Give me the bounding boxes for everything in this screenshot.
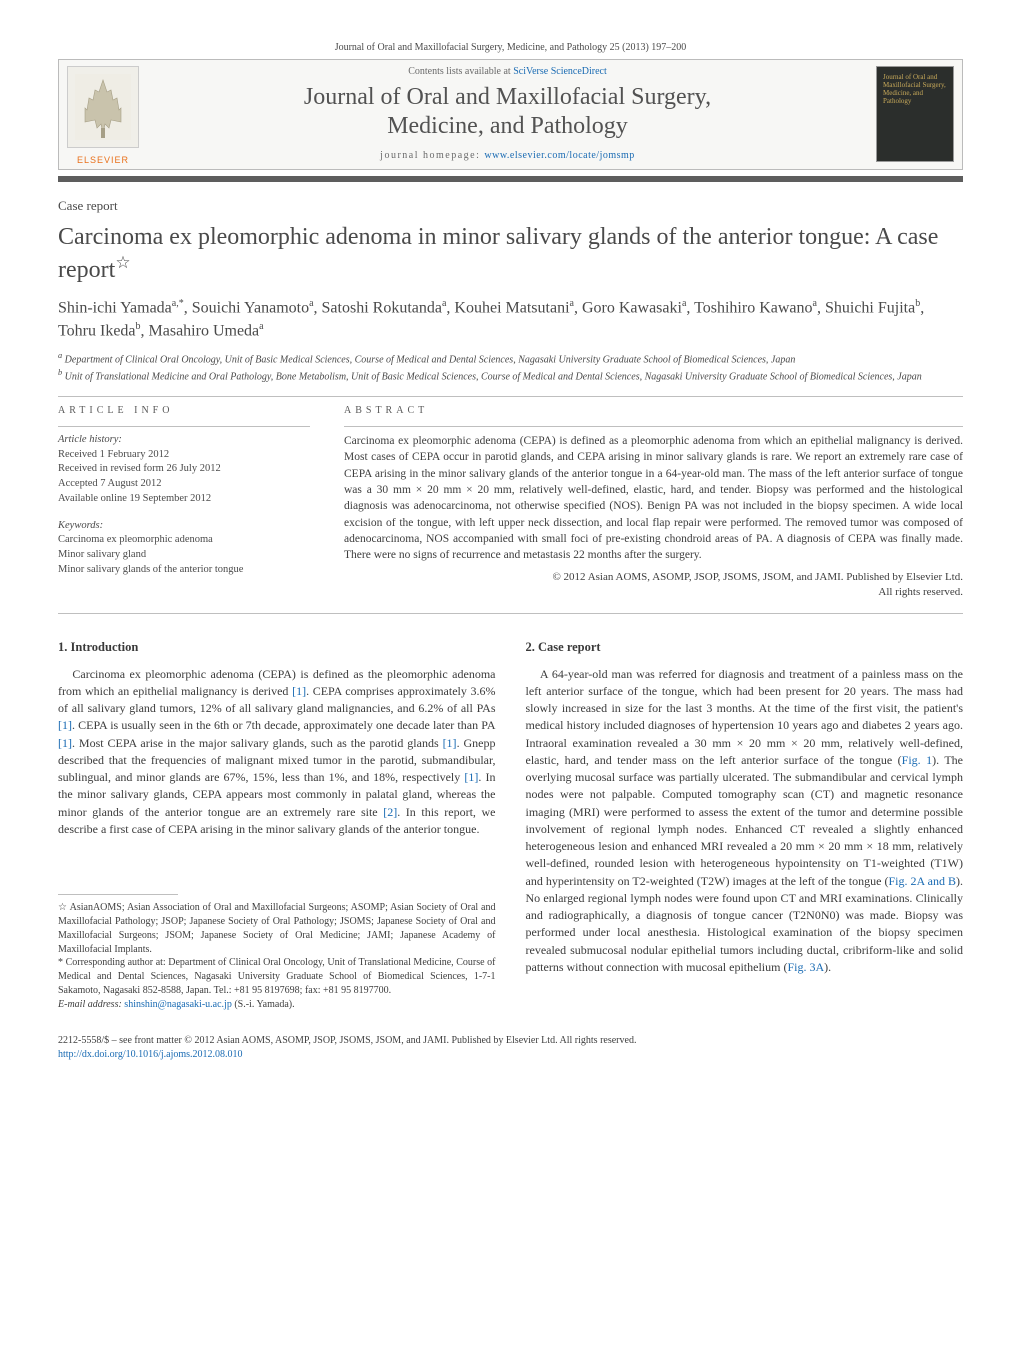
history-online: Available online 19 September 2012 bbox=[58, 493, 211, 504]
homepage-label: journal homepage: bbox=[380, 150, 484, 161]
footnote-corresponding: * Corresponding author at: Department of… bbox=[58, 956, 496, 997]
article-title: Carcinoma ex pleomorphic adenoma in mino… bbox=[58, 222, 963, 285]
article-info-heading: article info bbox=[58, 405, 310, 416]
affiliation-b: Unit of Translational Medicine and Oral … bbox=[65, 372, 922, 383]
journal-cover-thumb: Journal of Oral and Maxillofacial Surger… bbox=[876, 66, 954, 162]
case-paragraph: A 64-year-old man was referred for diagn… bbox=[526, 666, 964, 977]
header-rule bbox=[58, 176, 963, 182]
journal-homepage: journal homepage: www.elsevier.com/locat… bbox=[153, 150, 862, 161]
divider bbox=[58, 396, 963, 397]
keywords-block: Keywords: Carcinoma ex pleomorphic adeno… bbox=[58, 519, 310, 578]
keyword-2: Minor salivary gland bbox=[58, 549, 146, 560]
page-footer: 2212-5558/$ – see front matter © 2012 As… bbox=[58, 1034, 963, 1062]
email-label: E-mail address: bbox=[58, 999, 124, 1010]
right-column: 2. Case report A 64-year-old man was ref… bbox=[526, 638, 964, 1012]
footnote-separator bbox=[58, 894, 178, 895]
homepage-link[interactable]: www.elsevier.com/locate/jomsmp bbox=[484, 150, 634, 161]
publisher-name: ELSEVIER bbox=[77, 155, 129, 165]
contents-label: Contents lists available at bbox=[408, 66, 513, 77]
keyword-3: Minor salivary glands of the anterior to… bbox=[58, 564, 243, 575]
history-revised: Received in revised form 26 July 2012 bbox=[58, 463, 221, 474]
article-history-block: Article history: Received 1 February 201… bbox=[58, 426, 310, 506]
abstract-copyright: © 2012 Asian AOMS, ASOMP, JSOP, JSOMS, J… bbox=[344, 570, 963, 601]
author-list: Shin-ichi Yamadaa,*, Souichi Yanamotoa, … bbox=[58, 297, 963, 342]
left-column: 1. Introduction Carcinoma ex pleomorphic… bbox=[58, 638, 496, 1012]
footnote-email: E-mail address: shinshin@nagasaki-u.ac.j… bbox=[58, 998, 496, 1012]
intro-paragraph: Carcinoma ex pleomorphic adenoma (CEPA) … bbox=[58, 666, 496, 839]
doi-link[interactable]: http://dx.doi.org/10.1016/j.ajoms.2012.0… bbox=[58, 1049, 243, 1060]
divider bbox=[58, 613, 963, 614]
section-heading-case: 2. Case report bbox=[526, 638, 964, 656]
document-type: Case report bbox=[58, 198, 963, 214]
history-accepted: Accepted 7 August 2012 bbox=[58, 478, 162, 489]
affiliations: a Department of Clinical Oral Oncology, … bbox=[58, 350, 963, 384]
history-received: Received 1 February 2012 bbox=[58, 449, 169, 460]
email-tail: (S.-i. Yamada). bbox=[232, 999, 295, 1010]
front-matter-line: 2212-5558/$ – see front matter © 2012 As… bbox=[58, 1035, 636, 1046]
keywords-label: Keywords: bbox=[58, 520, 103, 531]
author-email-link[interactable]: shinshin@nagasaki-u.ac.jp bbox=[124, 999, 232, 1010]
elsevier-tree-icon bbox=[67, 66, 139, 148]
abstract-text: Carcinoma ex pleomorphic adenoma (CEPA) … bbox=[344, 426, 963, 564]
keyword-1: Carcinoma ex pleomorphic adenoma bbox=[58, 534, 213, 545]
footnote-societies: ☆ AsianAOMS; Asian Association of Oral a… bbox=[58, 901, 496, 956]
affiliation-a: Department of Clinical Oral Oncology, Un… bbox=[65, 355, 796, 366]
journal-title-line2: Medicine, and Pathology bbox=[387, 113, 628, 139]
abstract-heading: abstract bbox=[344, 405, 963, 416]
citation-header: Journal of Oral and Maxillofacial Surger… bbox=[58, 42, 963, 53]
sciencedirect-link[interactable]: SciVerse ScienceDirect bbox=[513, 66, 607, 77]
history-label: Article history: bbox=[58, 434, 122, 445]
contents-available: Contents lists available at SciVerse Sci… bbox=[153, 66, 862, 77]
copyright-line2: All rights reserved. bbox=[878, 586, 963, 598]
title-text: Carcinoma ex pleomorphic adenoma in mino… bbox=[58, 224, 938, 283]
footnotes-block: ☆ AsianAOMS; Asian Association of Oral a… bbox=[58, 901, 496, 1011]
section-heading-intro: 1. Introduction bbox=[58, 638, 496, 656]
title-footnote-marker: ☆ bbox=[115, 253, 130, 272]
copyright-line1: © 2012 Asian AOMS, ASOMP, JSOP, JSOMS, J… bbox=[552, 571, 963, 583]
journal-title-line1: Journal of Oral and Maxillofacial Surger… bbox=[304, 84, 711, 110]
journal-banner: ELSEVIER Contents lists available at Sci… bbox=[58, 59, 963, 170]
journal-title: Journal of Oral and Maxillofacial Surger… bbox=[153, 83, 862, 142]
publisher-block: ELSEVIER bbox=[59, 60, 147, 169]
